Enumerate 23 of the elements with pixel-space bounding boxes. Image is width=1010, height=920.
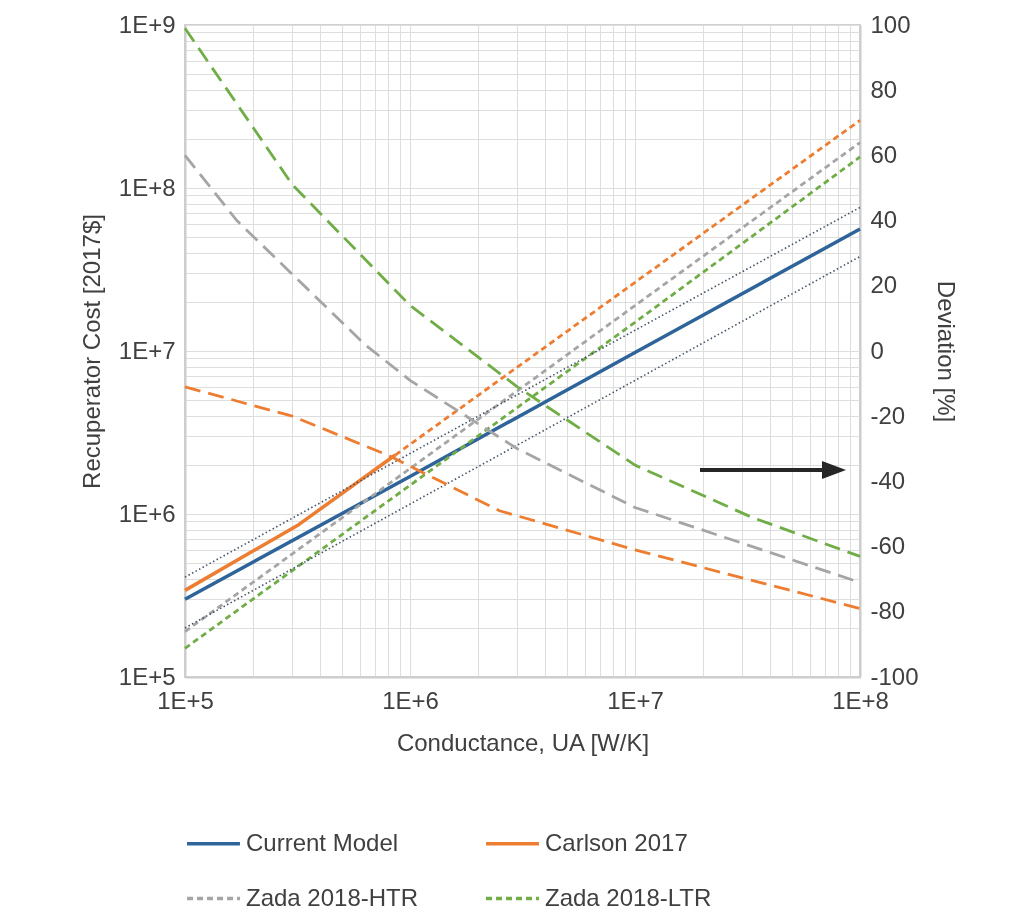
y2-tick-label: 20 bbox=[870, 271, 898, 299]
y2-tick-label: -80 bbox=[870, 597, 906, 625]
y2-tick-label: 0 bbox=[870, 336, 884, 364]
y2-tick-label: 100 bbox=[870, 10, 911, 38]
x-tick-label: 1E+6 bbox=[382, 686, 439, 714]
y-tick-label: 1E+7 bbox=[118, 336, 176, 364]
legend-label: Current Model bbox=[246, 828, 399, 856]
y2-axis-title: Deviation [%] bbox=[932, 280, 960, 423]
y2-tick-label: -40 bbox=[870, 466, 906, 494]
y2-tick-label: -60 bbox=[870, 532, 906, 560]
legend-label: Zada 2018-HTR bbox=[246, 883, 419, 911]
y2-tick-label: 80 bbox=[870, 75, 898, 103]
y-tick-label: 1E+9 bbox=[118, 10, 176, 38]
y2-tick-label: 60 bbox=[870, 140, 898, 168]
legend-label: Carlson 2017 bbox=[545, 828, 688, 856]
y2-tick-label: 40 bbox=[870, 206, 898, 234]
legend-label: Zada 2018-LTR bbox=[545, 883, 712, 911]
x-axis-title: Conductance, UA [W/K] bbox=[396, 728, 650, 756]
y2-tick-label: -20 bbox=[870, 401, 906, 429]
y-tick-label: 1E+6 bbox=[118, 499, 176, 527]
y-axis-title: Recuperator Cost [2017$] bbox=[77, 214, 105, 489]
y-tick-label: 1E+8 bbox=[118, 173, 176, 201]
x-tick-label: 1E+7 bbox=[607, 686, 664, 714]
